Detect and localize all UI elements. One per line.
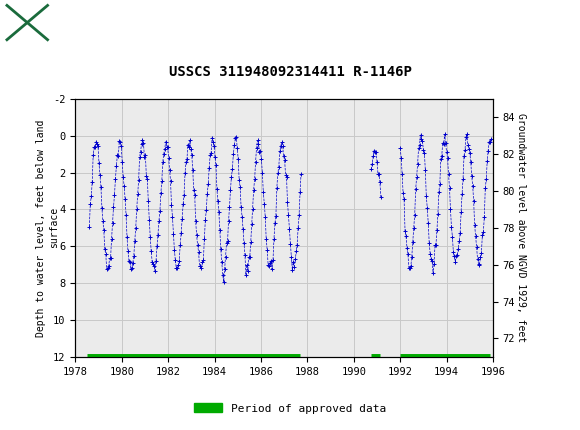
Bar — [7, 6, 48, 40]
Text: USSCS 311948092314411 R-1146P: USSCS 311948092314411 R-1146P — [169, 65, 411, 79]
Legend: Period of approved data: Period of approved data — [190, 399, 390, 418]
Y-axis label: Groundwater level above NGVD 1929, feet: Groundwater level above NGVD 1929, feet — [516, 114, 526, 342]
Text: USGS: USGS — [55, 15, 102, 30]
Y-axis label: Depth to water level, feet below land
surface: Depth to water level, feet below land su… — [36, 119, 59, 337]
